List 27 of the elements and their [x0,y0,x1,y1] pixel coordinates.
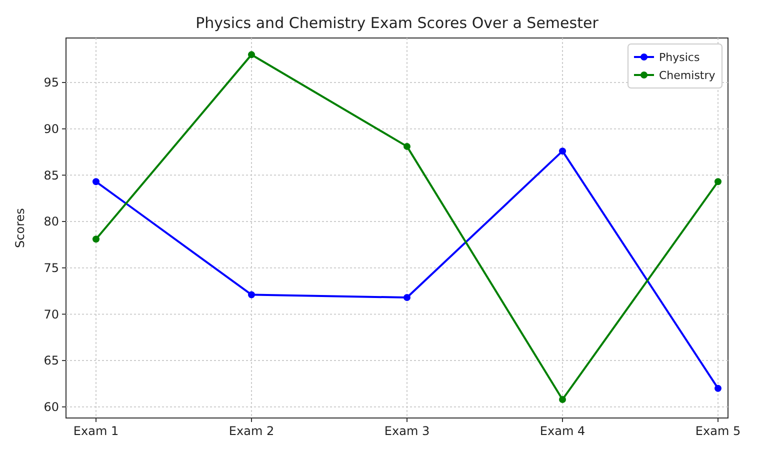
point [559,148,566,155]
y-tick-label: 70 [44,307,59,322]
x-tick-label: Exam 3 [384,424,430,438]
y-tick-label: 85 [44,168,59,182]
x-tick-label: Exam 4 [540,424,586,438]
point [404,294,410,302]
point [92,178,100,186]
x-tick-label: Exam 5 [695,424,741,438]
chart-title: Physics and Chemistry Exam Scores Over a Semester [196,14,600,32]
point [248,51,255,58]
x-tick-label: Exam 2 [228,424,274,438]
x-tick-label: Exam 1 [73,424,119,438]
point [92,236,100,243]
y-tick-label: 80 [44,214,59,229]
point [559,396,566,403]
legend-label: Chemistry [659,68,716,82]
y-tick-label: 95 [44,76,59,90]
legend-label: Physics [659,50,700,64]
point [248,291,255,298]
point [714,384,722,392]
y-tick-label: 65 [44,354,59,368]
point [714,178,722,186]
y-axis-title: Scores [13,208,27,248]
point [404,142,410,150]
y-tick-label: 75 [44,261,59,276]
y-tick-label: 60 [44,400,59,414]
y-tick-label: 90 [44,122,59,136]
